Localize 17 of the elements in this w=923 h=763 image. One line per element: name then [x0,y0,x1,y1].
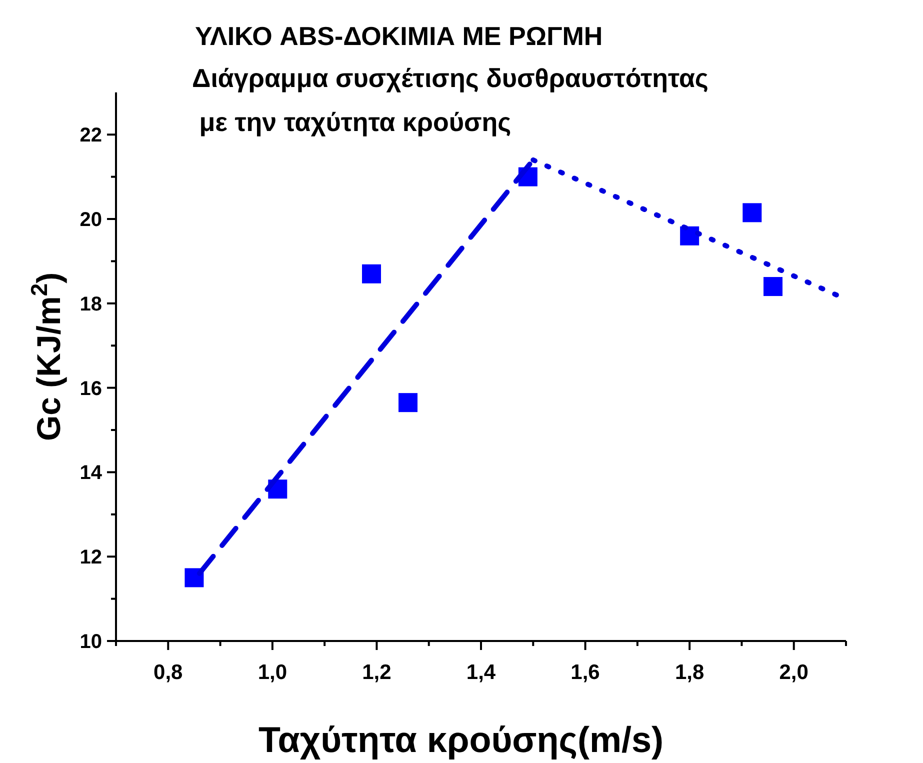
y-tick-label: 20 [80,209,102,231]
x-tick-label: 0,8 [154,661,184,684]
y-tick-label: 22 [80,124,102,147]
x-tick-label: 1,4 [466,661,496,684]
x-tick-label: 1,0 [258,661,288,684]
y-tick-label: 14 [80,462,103,484]
x-tick-label: 1,2 [362,661,392,684]
chart-subtitle: Διάγραμμα συσχέτισης δυσθραυστότητας με την ταχύτητα κρούσης [192,63,708,137]
y-tick-label: 16 [80,378,102,400]
y-tick-label: 12 [80,546,102,569]
x-tick-label: 1,6 [570,661,600,684]
y-tick-label: 18 [80,293,102,316]
x-tick-label: 1,8 [674,661,704,684]
x-axis-title: Ταχύτητα κρούσης(m/s) [258,719,664,760]
chart-title: ΥΛΙΚΟ ABS-ΔΟΚΙΜΙΑ ΜΕ ΡΩΓΜΗ [195,21,603,51]
y-tick-label: 10 [80,631,102,653]
x-tick-label: 2,0 [779,661,808,684]
